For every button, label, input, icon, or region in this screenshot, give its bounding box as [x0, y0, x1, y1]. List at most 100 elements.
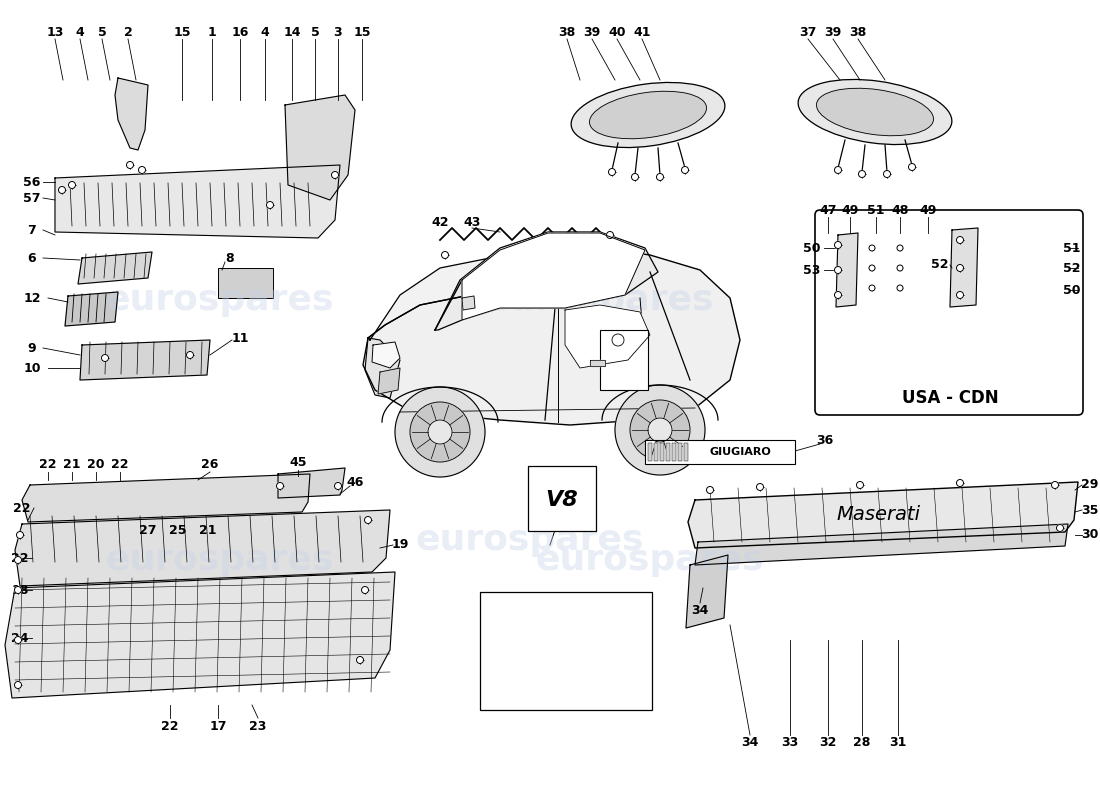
Text: 5: 5 [310, 26, 319, 38]
Text: 22: 22 [162, 719, 178, 733]
Text: eurospares: eurospares [486, 283, 714, 317]
Circle shape [835, 266, 842, 274]
Polygon shape [368, 258, 550, 340]
Text: 51: 51 [867, 203, 884, 217]
Circle shape [957, 479, 964, 486]
Ellipse shape [799, 79, 952, 145]
Polygon shape [950, 228, 978, 307]
Bar [600, 330, 648, 390]
Circle shape [14, 682, 22, 689]
Text: 8: 8 [226, 251, 234, 265]
Circle shape [869, 245, 874, 251]
Polygon shape [434, 232, 658, 330]
Circle shape [266, 202, 274, 209]
Text: 49: 49 [842, 203, 859, 217]
Circle shape [883, 170, 891, 178]
Bar [645, 440, 795, 464]
Circle shape [14, 586, 22, 594]
Polygon shape [462, 233, 645, 320]
Text: 18: 18 [11, 583, 29, 597]
Polygon shape [55, 165, 340, 238]
Polygon shape [686, 555, 728, 628]
Text: 42: 42 [431, 215, 449, 229]
Text: 52: 52 [1064, 262, 1080, 274]
Polygon shape [22, 474, 310, 522]
Text: 12: 12 [23, 291, 41, 305]
Bar [654, 443, 658, 461]
Text: 53: 53 [803, 263, 821, 277]
Text: eurospares: eurospares [106, 543, 334, 577]
Polygon shape [590, 360, 605, 366]
Text: 39: 39 [583, 26, 601, 38]
Text: 1: 1 [208, 26, 217, 38]
Text: eurospares: eurospares [536, 543, 764, 577]
Circle shape [630, 400, 690, 460]
Text: 29: 29 [1081, 478, 1099, 491]
Polygon shape [65, 292, 118, 326]
Circle shape [410, 402, 470, 462]
Text: eurospares: eurospares [106, 283, 334, 317]
Text: 11: 11 [231, 331, 249, 345]
Polygon shape [502, 617, 568, 653]
Text: 15: 15 [174, 26, 190, 38]
Circle shape [835, 291, 842, 298]
Circle shape [612, 334, 624, 346]
Text: 44: 44 [553, 471, 571, 485]
Text: 52: 52 [932, 258, 948, 271]
Polygon shape [80, 340, 210, 380]
Bar [666, 443, 670, 461]
Bar [678, 443, 682, 461]
Text: 22: 22 [11, 551, 29, 565]
Polygon shape [836, 233, 858, 307]
Circle shape [395, 387, 485, 477]
Polygon shape [688, 482, 1078, 548]
Text: 57: 57 [23, 191, 41, 205]
Text: 48: 48 [891, 203, 909, 217]
Circle shape [657, 174, 663, 181]
Text: 49: 49 [920, 203, 937, 217]
Ellipse shape [816, 88, 934, 136]
Polygon shape [363, 248, 740, 425]
Text: 24: 24 [11, 631, 29, 645]
Circle shape [16, 531, 23, 538]
Polygon shape [116, 78, 148, 150]
Text: 19: 19 [392, 538, 409, 551]
Circle shape [896, 285, 903, 291]
Text: 34: 34 [691, 603, 708, 617]
Bar [684, 443, 688, 461]
Circle shape [14, 637, 22, 643]
Circle shape [957, 265, 964, 271]
Circle shape [276, 482, 284, 490]
Text: 56: 56 [23, 175, 41, 189]
Text: USA - CDN: USA - CDN [902, 389, 999, 407]
Circle shape [362, 586, 369, 594]
Text: 38: 38 [849, 26, 867, 38]
Text: 49: 49 [615, 255, 632, 269]
Circle shape [706, 486, 714, 494]
Polygon shape [372, 342, 400, 368]
Text: 36: 36 [816, 434, 834, 446]
Circle shape [835, 166, 842, 174]
Circle shape [1056, 525, 1064, 531]
Text: 25: 25 [169, 523, 187, 537]
Circle shape [187, 351, 194, 358]
Text: 39: 39 [824, 26, 842, 38]
Text: Allestimento Vintage: Allestimento Vintage [496, 682, 636, 694]
Circle shape [896, 245, 903, 251]
Text: 46: 46 [346, 475, 364, 489]
Text: 47: 47 [820, 203, 837, 217]
Text: Vintage version: Vintage version [519, 695, 613, 709]
Polygon shape [78, 252, 152, 284]
Circle shape [608, 169, 616, 175]
Ellipse shape [571, 82, 725, 147]
Text: 31: 31 [889, 735, 906, 749]
Polygon shape [565, 305, 650, 368]
Text: 37: 37 [800, 26, 816, 38]
Circle shape [101, 354, 109, 362]
Text: 51: 51 [1064, 242, 1080, 254]
Text: 54: 54 [563, 598, 581, 611]
Polygon shape [462, 296, 475, 310]
Text: 43: 43 [463, 215, 481, 229]
Bar [480, 592, 652, 710]
Circle shape [356, 657, 363, 663]
